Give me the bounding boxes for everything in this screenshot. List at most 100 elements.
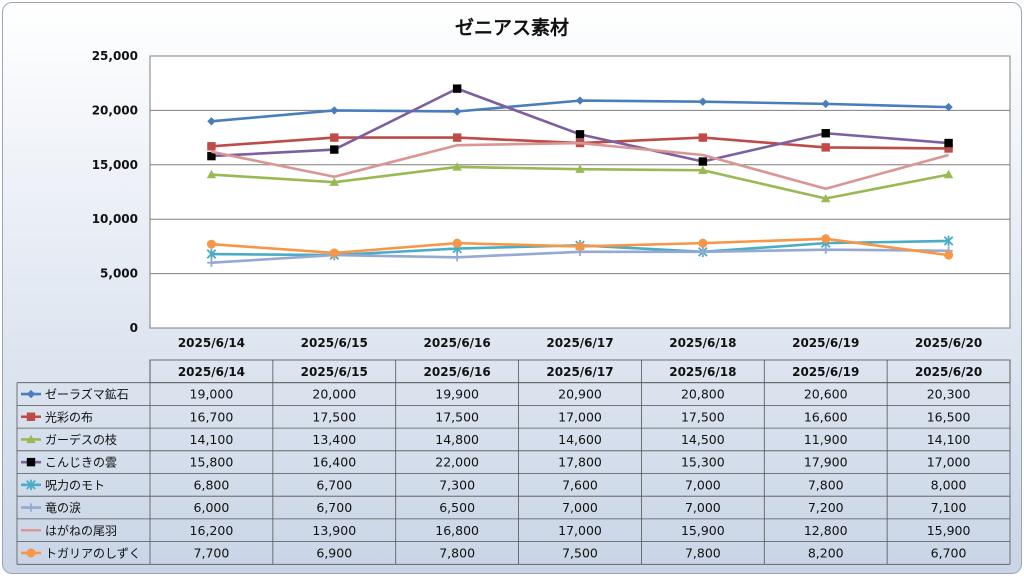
table-value: 17,000 bbox=[927, 455, 971, 470]
table-value: 16,400 bbox=[312, 455, 356, 470]
table-value: 17,500 bbox=[312, 409, 356, 424]
x-tick-label: 2025/6/16 bbox=[424, 336, 491, 350]
table-value: 17,500 bbox=[681, 409, 725, 424]
table-value: 8,000 bbox=[931, 477, 967, 492]
table-value: 16,800 bbox=[435, 523, 479, 538]
y-tick-label: 20,000 bbox=[92, 103, 138, 117]
table-value: 22,000 bbox=[435, 455, 479, 470]
data-point bbox=[821, 143, 830, 152]
data-point bbox=[452, 107, 462, 116]
table-value: 15,300 bbox=[681, 455, 725, 470]
x-tick-label: 2025/6/14 bbox=[178, 336, 245, 350]
legend-label: はがねの尾羽 bbox=[45, 523, 117, 538]
data-point bbox=[207, 142, 216, 151]
table-value: 14,800 bbox=[435, 432, 479, 447]
data-point bbox=[206, 239, 216, 249]
legend-label: 呪力のモト bbox=[45, 478, 105, 492]
table-header-date: 2025/6/17 bbox=[546, 365, 613, 379]
data-point bbox=[944, 102, 953, 112]
table-value: 7,100 bbox=[931, 500, 967, 515]
data-point bbox=[207, 151, 216, 161]
legend-key-marker bbox=[26, 548, 36, 558]
data-point bbox=[698, 247, 708, 257]
legend-key-marker bbox=[26, 434, 36, 444]
table-value: 19,000 bbox=[190, 387, 234, 402]
table-value: 15,900 bbox=[681, 523, 725, 538]
data-point bbox=[698, 238, 708, 248]
table-value: 7,000 bbox=[562, 500, 598, 515]
table-value: 15,800 bbox=[190, 455, 234, 470]
table-value: 13,400 bbox=[312, 432, 356, 447]
table-value: 19,900 bbox=[435, 387, 479, 402]
data-point bbox=[943, 235, 954, 247]
data-point bbox=[943, 169, 954, 179]
table-value: 17,000 bbox=[558, 523, 602, 538]
table-value: 20,000 bbox=[312, 387, 356, 402]
series-line bbox=[211, 141, 949, 191]
data-point bbox=[575, 164, 585, 173]
chart-title: ゼニアス素材 bbox=[454, 17, 569, 39]
table-value: 16,200 bbox=[190, 523, 234, 538]
table-value: 16,700 bbox=[190, 409, 234, 424]
table-value: 13,900 bbox=[312, 523, 356, 538]
data-point bbox=[821, 245, 830, 254]
data-point bbox=[944, 250, 954, 260]
legend-key-marker bbox=[26, 457, 36, 467]
table-value: 6,700 bbox=[316, 500, 352, 515]
data-point bbox=[698, 133, 708, 142]
table-value: 14,100 bbox=[190, 432, 234, 447]
y-tick-label: 5,000 bbox=[100, 267, 138, 281]
table-header-date: 2025/6/19 bbox=[792, 365, 859, 379]
table-value: 6,700 bbox=[931, 545, 967, 560]
table-value: 7,000 bbox=[685, 500, 721, 515]
data-point bbox=[452, 162, 462, 171]
x-tick-label: 2025/6/17 bbox=[546, 336, 613, 350]
legend-key-marker bbox=[26, 479, 36, 491]
table-value: 7,300 bbox=[439, 477, 475, 492]
table-value: 7,800 bbox=[685, 545, 721, 560]
table-value: 7,500 bbox=[562, 545, 598, 560]
table-value: 8,200 bbox=[808, 545, 844, 560]
data-point bbox=[821, 129, 830, 138]
y-tick-label: 25,000 bbox=[92, 49, 138, 63]
table-value: 6,000 bbox=[194, 500, 230, 515]
legend-label: 竜の涙 bbox=[45, 500, 81, 515]
table-header-date: 2025/6/20 bbox=[915, 365, 982, 379]
data-point bbox=[330, 145, 339, 154]
table-value: 7,600 bbox=[562, 477, 598, 492]
data-point bbox=[821, 99, 830, 109]
data-point bbox=[575, 96, 585, 105]
table-value: 14,600 bbox=[558, 432, 602, 447]
data-point bbox=[944, 138, 953, 148]
data-point bbox=[207, 117, 216, 126]
data-point bbox=[330, 106, 339, 115]
data-point bbox=[329, 177, 339, 186]
table-value: 16,600 bbox=[804, 409, 848, 424]
table-value: 16,500 bbox=[927, 409, 971, 424]
y-tick-label: 10,000 bbox=[92, 212, 138, 226]
data-point bbox=[207, 258, 216, 267]
x-tick-label: 2025/6/19 bbox=[792, 336, 859, 350]
legend-label: 光彩の布 bbox=[45, 410, 93, 424]
table-value: 7,800 bbox=[439, 545, 475, 560]
data-point bbox=[452, 84, 462, 93]
data-point bbox=[206, 248, 217, 260]
table-value: 7,700 bbox=[194, 545, 230, 560]
legend-label: ゼーラズマ鉱石 bbox=[45, 387, 129, 402]
y-tick-label: 15,000 bbox=[92, 158, 138, 172]
table-value: 14,100 bbox=[927, 432, 971, 447]
table-value: 12,800 bbox=[804, 523, 848, 538]
table-value: 6,800 bbox=[194, 477, 230, 492]
data-point bbox=[575, 241, 585, 251]
table-value: 7,000 bbox=[685, 477, 721, 492]
table-value: 20,300 bbox=[927, 387, 971, 402]
table-value: 6,700 bbox=[316, 477, 352, 492]
x-tick-label: 2025/6/15 bbox=[301, 336, 368, 350]
data-point bbox=[698, 157, 708, 166]
table-value: 17,800 bbox=[558, 455, 602, 470]
x-tick-label: 2025/6/18 bbox=[669, 336, 736, 350]
data-point bbox=[329, 248, 339, 258]
table-value: 7,800 bbox=[808, 477, 844, 492]
table-header-date: 2025/6/14 bbox=[178, 365, 245, 379]
